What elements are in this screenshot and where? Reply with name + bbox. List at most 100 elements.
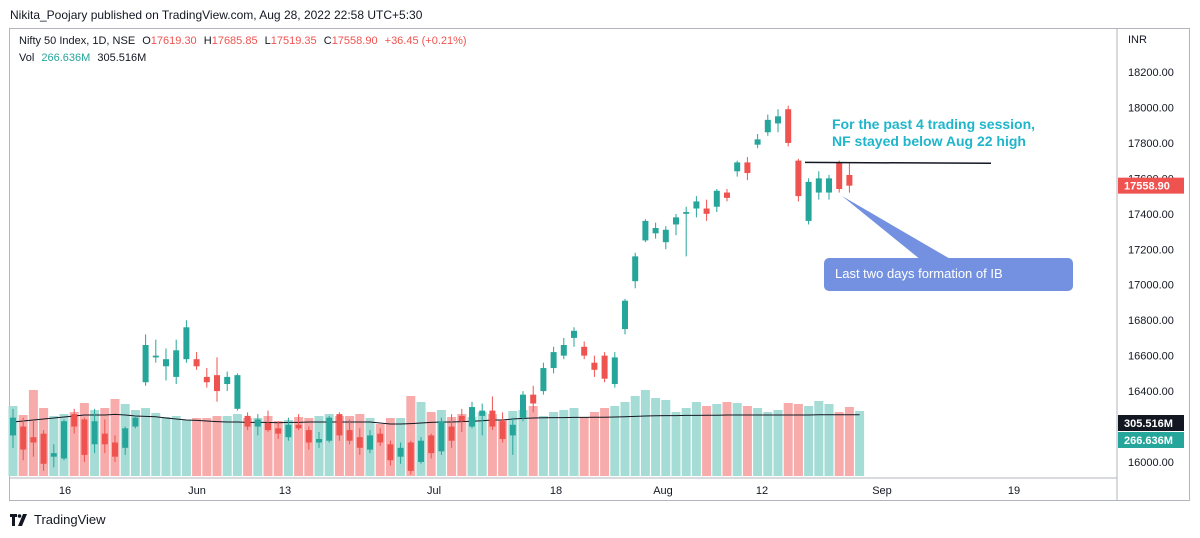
price-tick-label: 17200.00 [1128, 244, 1174, 256]
volume-bar [610, 406, 620, 476]
price-candles [10, 105, 853, 475]
volume-bar [702, 406, 712, 476]
legend-ohlc: Nifty 50 Index, 1D, NSE O17619.30 H17685… [19, 35, 471, 47]
candle-body [642, 220, 649, 241]
candle-body [214, 375, 220, 392]
candle-body [571, 330, 577, 338]
candle-body [734, 162, 741, 172]
volume-bar [722, 402, 732, 476]
candle-body [275, 428, 282, 434]
legend-l-label: L [264, 35, 271, 47]
currency-label: INR [1128, 34, 1147, 46]
volume-bar [793, 404, 803, 476]
volume-bar [549, 412, 559, 476]
annotation-text[interactable]: For the past 4 trading session, NF staye… [832, 116, 1035, 150]
last-price-tag-bg [1118, 177, 1184, 194]
candle-body [673, 217, 679, 225]
time-tick-label: Jun [188, 485, 206, 497]
candle-body [163, 359, 169, 367]
candle-body [285, 424, 292, 438]
candle-body [346, 430, 353, 441]
volume-bar [212, 416, 222, 476]
candle-body [509, 424, 516, 436]
candle-body [632, 256, 639, 282]
volume-bar [457, 414, 467, 476]
price-tick-label: 17400.00 [1128, 209, 1174, 221]
volume-bar [814, 401, 824, 476]
candle-body [30, 437, 37, 443]
volume-bar [824, 404, 834, 476]
volume-bar [273, 421, 283, 476]
volume-bar [130, 410, 140, 476]
volume-bar [671, 412, 681, 476]
publisher-line: Nikita_Poojary published on TradingView.… [10, 8, 423, 22]
price-axis-ticks: 18200.0018000.0017800.0017600.0017400.00… [1128, 67, 1174, 469]
ib-callout-box[interactable]: Last two days formation of IB [824, 258, 1073, 291]
candle-body [142, 345, 149, 383]
legend-high: 17685.85 [211, 35, 258, 47]
candle-body [397, 447, 404, 457]
volume-bar [569, 408, 579, 476]
price-tick-label: 17000.00 [1128, 280, 1174, 292]
volume-bar [141, 408, 151, 476]
candle-body [550, 352, 557, 369]
volume-bar [406, 396, 416, 476]
price-tick-label: 18200.00 [1128, 67, 1174, 79]
volume-bar [600, 408, 610, 476]
volume-bar [732, 403, 742, 476]
candle-body [91, 421, 98, 445]
legend-o-label: O [142, 35, 151, 47]
candle-body [520, 394, 526, 418]
candle-body [152, 355, 159, 358]
chart-frame[interactable] [9, 28, 1190, 501]
candle-body [785, 109, 792, 143]
candle-body [101, 433, 108, 445]
time-tick-label: 13 [279, 485, 291, 497]
volume-tag-bg [1118, 432, 1184, 448]
candle-body [581, 346, 588, 356]
candle-body [540, 368, 547, 392]
volume-bar [345, 416, 355, 476]
tradingview-footer[interactable]: TradingView [10, 512, 106, 527]
last-price-tag: 17558.90 [1124, 181, 1170, 193]
candle-body [479, 410, 486, 416]
volume-bar [283, 420, 293, 476]
candle-body [764, 119, 771, 133]
volume-ma-tag-bg [1118, 415, 1184, 431]
price-tick-label: 16000.00 [1128, 457, 1174, 469]
volume-bar [773, 410, 783, 476]
legend-change: +36.45 (+0.21%) [384, 35, 467, 47]
time-tick-label: 16 [59, 485, 71, 497]
candle-body [234, 375, 241, 409]
candle-body [530, 394, 537, 404]
volume-bar [691, 402, 701, 476]
candle-body [458, 415, 465, 422]
volume-bar [855, 411, 865, 476]
candle-body [316, 438, 322, 443]
time-tick-label: Aug [653, 485, 673, 497]
volume-bar [324, 414, 334, 476]
candle-body [10, 417, 16, 436]
volume-bar [661, 400, 671, 476]
candle-body [418, 440, 424, 462]
candle-body [622, 300, 628, 330]
candle-body [265, 423, 271, 431]
candle-body [448, 426, 455, 441]
candle-body [499, 421, 506, 439]
volume-bar [589, 412, 599, 476]
candle-body [560, 345, 567, 356]
volume-bar [467, 417, 477, 476]
price-tick-label: 16800.00 [1128, 315, 1174, 327]
footer-brand: TradingView [34, 512, 106, 527]
volume-bar [253, 418, 263, 476]
candle-body [305, 430, 312, 443]
volume-bar [151, 413, 161, 476]
volume-bar [192, 418, 202, 476]
volume-bar [538, 416, 548, 476]
volume-bar [630, 396, 640, 476]
time-tick-label: 18 [550, 485, 562, 497]
legend-vol-label: Vol [19, 52, 35, 64]
candle-body [438, 421, 445, 452]
volume-bar [742, 406, 752, 476]
